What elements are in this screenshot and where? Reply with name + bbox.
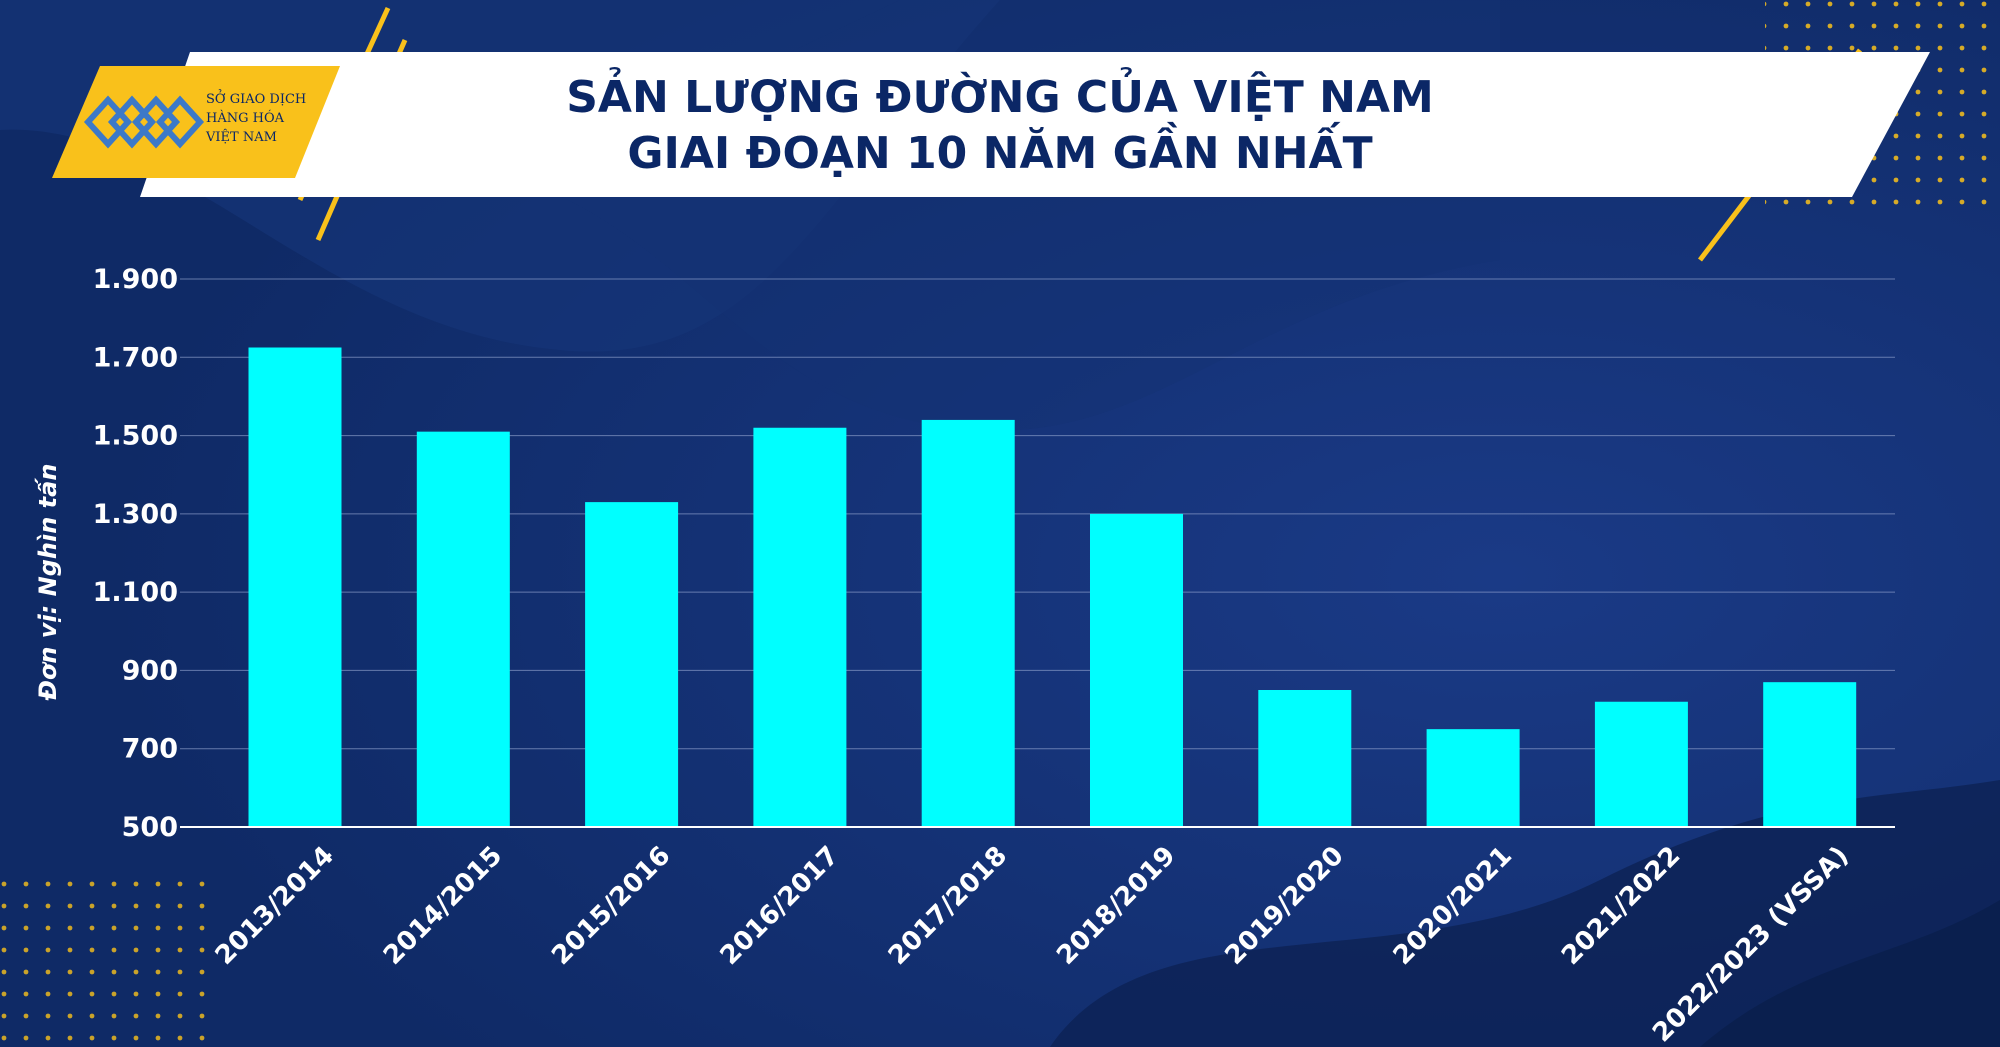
bar-2018-2019 — [1090, 513, 1183, 827]
y-tick-label: 1.700 — [93, 342, 178, 373]
x-axis-ticks: 2013/2014 2014/2015 2015/2016 2016/2017 2017… — [210, 841, 1855, 1047]
y-tick-label: 500 — [122, 812, 178, 843]
x-tick-label: 2015/2016 — [546, 841, 676, 971]
chart-title-line2: GIAI ĐOẠN 10 NĂM GẦN NHẤT — [627, 120, 1372, 179]
bars — [248, 347, 1857, 827]
x-tick-label: 2019/2020 — [1219, 841, 1349, 971]
x-tick-label: 2022/2023 (VSSA) — [1647, 841, 1855, 1047]
y-tick-label: 1.100 — [93, 577, 178, 608]
title-banner — [140, 52, 1930, 197]
x-tick-label: 2017/2018 — [883, 841, 1013, 971]
x-tick-label: 2013/2014 — [210, 841, 340, 971]
bar-2021-2022 — [1594, 701, 1688, 827]
bar-2013-2014 — [248, 347, 342, 827]
bar-2022-2023-VSSA — [1763, 682, 1857, 827]
logo-text-line3: VIỆT NAM — [205, 129, 277, 145]
x-tick-label: 2016/2017 — [715, 841, 845, 971]
logo-mark-icon — [83, 95, 205, 149]
bar-2020-2021 — [1426, 729, 1520, 827]
y-tick-label: 1.300 — [93, 499, 178, 530]
logo: SỞ GIAO DỊCH HÀNG HÓA VIỆT NAM — [52, 66, 340, 178]
x-tick-label: 2021/2022 — [1556, 841, 1686, 971]
logo-text-line2: HÀNG HÓA — [206, 109, 285, 126]
x-tick-label: 2018/2019 — [1051, 841, 1181, 971]
x-tick-label: 2014/2015 — [378, 841, 508, 971]
bar-2017-2018 — [921, 419, 1015, 827]
bar-2015-2016 — [585, 502, 679, 827]
bar-2019-2020 — [1258, 690, 1352, 827]
y-axis-label: Đơn vị: Nghìn tấn — [33, 464, 62, 702]
x-tick-label: 2020/2021 — [1388, 841, 1518, 971]
chart-title-line1: SẢN LƯỢNG ĐƯỜNG CỦA VIỆT NAM — [566, 66, 1434, 123]
bar-2014-2015 — [416, 431, 510, 827]
y-axis-ticks: 500 700 900 1.100 1.300 1.500 1.700 1.900 — [93, 264, 178, 843]
y-tick-label: 1.900 — [93, 264, 178, 295]
bar-2016-2017 — [753, 427, 847, 827]
y-tick-label: 900 — [122, 655, 178, 686]
y-tick-label: 1.500 — [93, 421, 178, 452]
y-tick-label: 700 — [122, 734, 178, 765]
logo-text-line1: SỞ GIAO DỊCH — [206, 89, 306, 107]
